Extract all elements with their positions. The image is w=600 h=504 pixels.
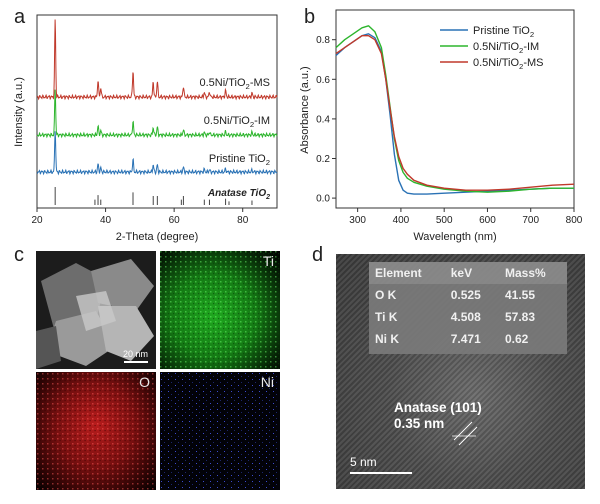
xrd-plot-frame <box>36 14 278 209</box>
table-row: Ni K 7.471 0.62 <box>369 328 567 350</box>
hrtem-scale-label: 5 nm <box>350 455 377 469</box>
panel-label-c: c <box>14 244 24 266</box>
table-row: Ti K 4.508 57.83 <box>369 306 567 328</box>
o-map-label: O <box>139 374 150 390</box>
eds-table-header: Element keV Mass% <box>369 262 567 284</box>
cell-mass: 0.62 <box>504 332 529 346</box>
reference-label: Anatase TiO2 <box>207 188 270 201</box>
uv-x-tick-label: 500 <box>436 215 453 226</box>
xrd-series-line <box>36 89 278 139</box>
uv-chart: 300 400 500 600 700 800 0.0 0.2 0.4 0.6 0.8 Pristin… <box>299 9 583 243</box>
header-mass: Mass% <box>498 262 567 284</box>
eds-map-ti: Ti <box>160 251 280 369</box>
cell-mass: 41.55 <box>504 288 535 302</box>
cell-element: Ni K <box>375 332 399 346</box>
uv-y-tick-label: 0.8 <box>316 35 330 46</box>
cell-kev: 4.508 <box>450 310 481 324</box>
cell-element: O K <box>375 288 397 302</box>
xrd-series-label: 0.5Ni/TiO2-MS <box>200 77 271 91</box>
o-speckle <box>36 372 156 490</box>
d-spacing-label: 0.35 nm <box>394 416 445 431</box>
stem-scale-bar <box>124 361 148 363</box>
xrd-x-tick-label: 60 <box>169 215 181 226</box>
xrd-series-line <box>36 19 278 101</box>
eds-table: Element keV Mass% O K 0.525 41.55 Ti K 4… <box>369 262 567 354</box>
uv-x-tick-label: 800 <box>566 215 583 226</box>
ti-map-label: Ti <box>262 253 274 269</box>
eds-map-ni: Ni <box>160 372 280 490</box>
uv-series-line <box>335 25 574 193</box>
uv-y-tick-label: 0.6 <box>316 75 330 86</box>
uv-x-tick-label: 700 <box>522 215 539 226</box>
xrd-series-label: Pristine TiO2 <box>209 153 270 167</box>
panel-label-b: b <box>304 6 316 28</box>
cell-element: Ti K <box>375 310 398 324</box>
xrd-y-axis-label: Intensity (a.u.) <box>13 77 25 147</box>
lattice-plane-label: Anatase (101) <box>394 400 482 415</box>
stem-image: 20 nm <box>36 251 156 369</box>
header-kev: keV <box>444 262 499 284</box>
hrtem-scale-bar <box>350 472 412 474</box>
xrd-series-line <box>36 131 278 176</box>
uv-y-tick-label: 0.0 <box>316 194 330 205</box>
lattice-annotation: Anatase (101) 0.35 nm <box>394 400 482 432</box>
eds-map-o: O <box>36 372 156 490</box>
uv-legend-label: 0.5Ni/TiO2-IM <box>473 41 539 55</box>
uv-y-tick-label: 0.2 <box>316 154 330 165</box>
ti-speckle <box>160 251 280 369</box>
ni-map-label: Ni <box>260 374 274 390</box>
header-element: Element <box>369 262 445 284</box>
cell-kev: 0.525 <box>450 288 481 302</box>
hrtem-image: Element keV Mass% O K 0.525 41.55 Ti K 4… <box>336 254 585 489</box>
uv-x-tick-label: 600 <box>479 215 496 226</box>
uv-series-line <box>335 33 574 195</box>
xrd-series-label: 0.5Ni/TiO2-IM <box>204 115 270 129</box>
cell-mass: 57.83 <box>504 310 535 324</box>
uv-legend-label: Pristine TiO2 <box>473 25 534 39</box>
stem-particles <box>36 251 156 369</box>
table-row: O K 0.525 41.55 <box>369 284 567 306</box>
xrd-chart: 20 40 60 80 0.5Ni/TiO2-MS 0.5Ni/TiO2-IM Pristi… <box>13 14 278 243</box>
xrd-x-tick-label: 80 <box>237 215 249 226</box>
xrd-x-tick-label: 40 <box>100 215 112 226</box>
uv-x-tick-label: 300 <box>349 215 366 226</box>
ni-speckle <box>160 372 280 490</box>
uv-plot-frame <box>335 9 575 209</box>
stem-scale-label: 20 nm <box>122 349 148 359</box>
xrd-x-tick-label: 20 <box>31 215 43 226</box>
uv-y-tick-label: 0.4 <box>316 114 330 125</box>
xrd-x-axis-label: 2-Theta (degree) <box>116 231 199 243</box>
uv-x-tick-label: 400 <box>393 215 410 226</box>
uv-legend-label: 0.5Ni/TiO2-MS <box>473 57 544 71</box>
uv-y-axis-label: Absorbance (a.u.) <box>299 66 311 153</box>
uv-series-line <box>335 35 575 191</box>
uv-x-axis-label: Wavelength (nm) <box>413 231 496 243</box>
panel-label-d: d <box>312 244 324 266</box>
panel-label-a: a <box>14 6 26 28</box>
cell-kev: 7.471 <box>450 332 481 346</box>
d-spacing-marker <box>452 421 478 446</box>
